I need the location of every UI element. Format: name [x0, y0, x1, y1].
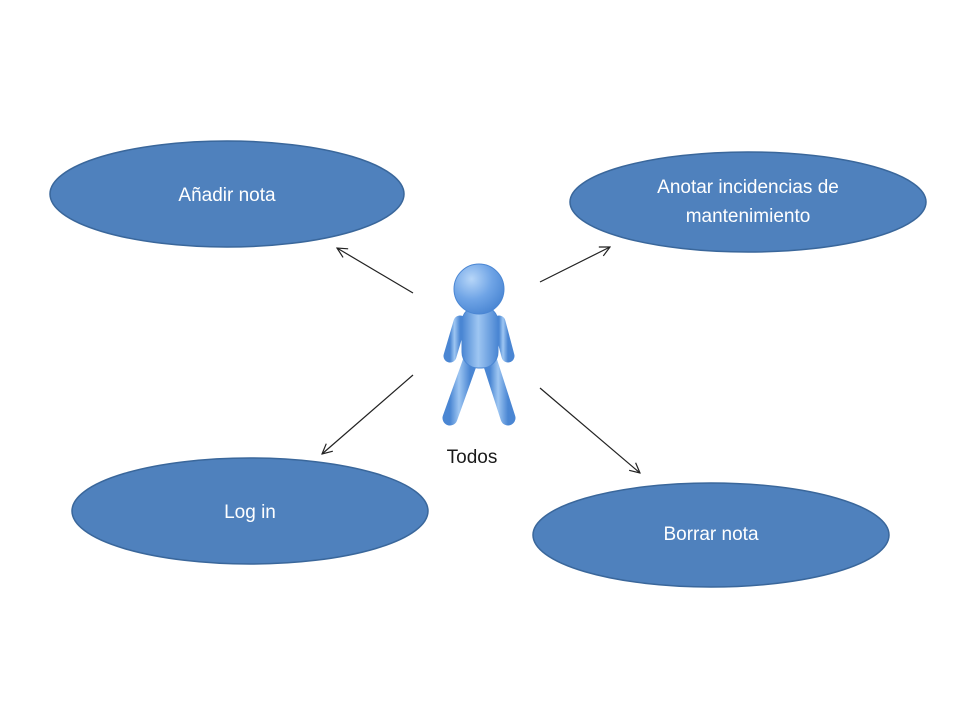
use-case-ellipse [71, 457, 429, 565]
arrow-to-anotar-incidencias [539, 247, 610, 283]
use-case-label: Añadir nota [178, 185, 276, 206]
stick-figure-icon[interactable] [442, 263, 516, 426]
use-case-log-in[interactable]: Log in [71, 457, 429, 565]
use-case-label-line-2: mantenimiento [686, 206, 811, 227]
use-case-label-line-1: Anotar incidencias de [657, 177, 839, 198]
use-case-label: Borrar nota [663, 524, 758, 545]
use-case-ellipse [49, 140, 405, 248]
arrow-to-borrar-nota [539, 387, 640, 473]
arrow-to-anadir-nota [337, 248, 414, 294]
arrow-to-log-in [322, 374, 414, 454]
use-case-borrar-nota[interactable]: Borrar nota [532, 482, 890, 588]
use-case-label: Log in [224, 502, 276, 523]
use-case-ellipse [569, 151, 927, 253]
use-case-anotar-incidencias[interactable]: Anotar incidencias de mantenimiento [569, 151, 927, 253]
use-case-anadir-nota[interactable]: Añadir nota [49, 140, 405, 248]
actor-label: Todos [447, 447, 498, 468]
use-case-ellipse [532, 482, 890, 588]
